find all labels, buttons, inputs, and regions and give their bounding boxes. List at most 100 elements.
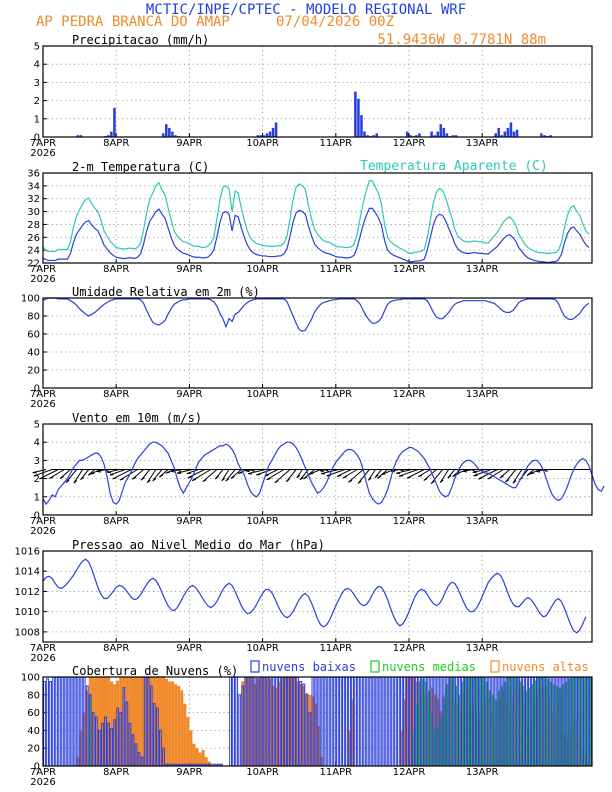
cloud-high-bar bbox=[265, 677, 269, 766]
temp-legend-apparent: Temperatura Aparente (C) bbox=[360, 159, 548, 174]
wind-barb bbox=[423, 469, 437, 481]
precip-bar bbox=[375, 133, 378, 137]
x-tick-label: 8APR bbox=[103, 264, 129, 275]
wind-barb-head bbox=[250, 469, 255, 473]
x-year-label: 2026 bbox=[30, 526, 55, 537]
wind-barb-head bbox=[374, 474, 379, 478]
cloud-high-bar bbox=[250, 677, 254, 766]
cloud-mid-bar bbox=[415, 703, 418, 766]
cloud-low-bar bbox=[61, 676, 65, 767]
precip-bar bbox=[512, 131, 516, 137]
x-tick-label: 13APR bbox=[466, 767, 499, 778]
precip-bar bbox=[259, 135, 263, 137]
precip-bar bbox=[165, 124, 168, 137]
cloud-high-bar bbox=[305, 693, 309, 766]
cloud-high-bar bbox=[94, 677, 98, 766]
cloud-mid-bar bbox=[443, 699, 446, 766]
wind-barb-head bbox=[59, 476, 64, 479]
wind-barb bbox=[119, 469, 138, 481]
cloud-low-bar bbox=[342, 676, 345, 767]
wind-barb bbox=[187, 469, 205, 479]
precip-bar bbox=[418, 133, 421, 137]
precip-bar bbox=[366, 135, 369, 137]
wind-barb-head bbox=[187, 476, 192, 479]
cloud-high-bar bbox=[195, 748, 199, 766]
cloud-mid-bar bbox=[485, 681, 488, 766]
x-tick-label: 11APR bbox=[320, 389, 353, 400]
wind-barb-head bbox=[266, 477, 271, 481]
wind-barb bbox=[107, 469, 120, 473]
x-tick-label: 12APR bbox=[393, 516, 426, 527]
panel-title: Umidade Relativa em 2m (%) bbox=[72, 285, 260, 299]
cloud-high-bar bbox=[204, 757, 208, 766]
cloud-high-bar bbox=[76, 757, 80, 766]
x-tick-label: 10APR bbox=[246, 516, 279, 527]
y-tick-label: 40 bbox=[27, 348, 40, 359]
wind-barb bbox=[336, 469, 352, 477]
cloud-mid-bar bbox=[470, 677, 473, 766]
cloud-mid-bar bbox=[500, 685, 504, 766]
cloud-high-bar bbox=[268, 678, 272, 766]
precip-bar bbox=[76, 135, 80, 137]
wind-barb-head bbox=[319, 470, 324, 472]
panel-title: Cobertura de Nuvens (%) bbox=[72, 664, 238, 678]
precip-bar bbox=[256, 135, 260, 137]
precip-bar bbox=[405, 131, 409, 137]
precip-bar bbox=[415, 135, 418, 137]
wind-barb-head bbox=[529, 472, 534, 475]
cloud-high-bar bbox=[192, 743, 196, 766]
cloud-mid-bar bbox=[558, 687, 562, 766]
wind-barb bbox=[264, 469, 279, 477]
cloud-high-bar bbox=[128, 677, 132, 766]
wind-barb bbox=[152, 469, 163, 482]
panel-title: 2-m Temperatura (C) bbox=[72, 160, 209, 174]
wind-barb bbox=[32, 469, 47, 474]
cloud-high-bar bbox=[171, 681, 175, 766]
wind-barb bbox=[202, 469, 218, 482]
wind-barb-head bbox=[238, 472, 243, 474]
y-tick-label: 1 bbox=[34, 114, 40, 125]
cloud-mid-bar bbox=[583, 677, 586, 766]
cloud-low-bar bbox=[354, 676, 358, 767]
wind-barb-head bbox=[215, 476, 219, 480]
cloud-mid-bar bbox=[436, 725, 440, 766]
wind-barb bbox=[266, 469, 285, 481]
cloud-mid-bar bbox=[580, 677, 583, 766]
precip-bar bbox=[354, 91, 357, 137]
precip-bar bbox=[445, 133, 449, 137]
wind-barb-head bbox=[49, 476, 54, 479]
cloud-mid-bar bbox=[543, 677, 546, 766]
cloud-high-bar bbox=[198, 752, 202, 766]
x-tick-label: 13APR bbox=[466, 643, 499, 654]
cloud-high-bar bbox=[183, 703, 187, 766]
x-tick-label: 10APR bbox=[246, 389, 279, 400]
wind-barb bbox=[285, 469, 297, 483]
cloud-high-bar bbox=[97, 677, 101, 766]
cloud-high-bar bbox=[280, 677, 284, 766]
y-tick-label: 30 bbox=[27, 207, 40, 218]
x-tick-label: 12APR bbox=[393, 643, 426, 654]
cloud-high-bar bbox=[122, 677, 126, 766]
precip-bar bbox=[439, 124, 443, 137]
wind-barb bbox=[342, 469, 358, 479]
x-year-label: 2026 bbox=[30, 148, 55, 159]
cloud-high-bar bbox=[274, 687, 278, 766]
wind-barb-head bbox=[478, 477, 483, 480]
wind-barb bbox=[396, 469, 413, 474]
cloud-high-bar bbox=[253, 684, 257, 766]
cloud-high-bar bbox=[241, 681, 245, 766]
cloud-mid-bar bbox=[497, 690, 501, 766]
x-tick-label: 7APR bbox=[30, 516, 56, 527]
cloud-high-bar bbox=[152, 677, 156, 766]
cloud-low-bar bbox=[73, 676, 77, 767]
precip-bar bbox=[271, 127, 275, 137]
wind-barb-head bbox=[73, 480, 78, 484]
cloud-low-bar bbox=[64, 676, 68, 767]
x-tick-label: 11APR bbox=[320, 516, 353, 527]
wind-barb bbox=[112, 469, 132, 480]
precip-bar bbox=[409, 135, 412, 137]
wind-barb-head bbox=[202, 479, 207, 483]
precip-bar bbox=[262, 135, 266, 137]
y-tick-label: 80 bbox=[27, 312, 40, 323]
cloud-mid-bar bbox=[552, 684, 555, 766]
